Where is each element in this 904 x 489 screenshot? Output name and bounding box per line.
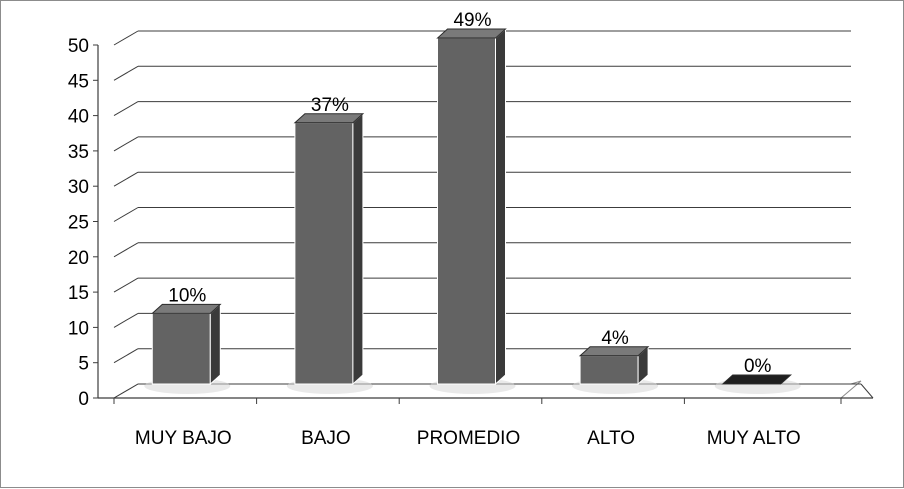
y-tick-label: 5 [78,354,89,375]
x-tick-label: MUY BAJO [135,428,232,449]
data-label: 37% [311,95,349,116]
gridline-diagonal [113,30,139,46]
gridline-diagonal [113,171,139,187]
gridline-diagonal [113,65,139,81]
y-tick-label: 30 [68,177,89,198]
data-label: 0% [744,356,772,377]
x-tick-labels: MUY BAJO BAJO PROMEDIO ALTO MUY ALTO [135,428,801,449]
floor-edge [113,383,139,399]
gridline-diagonal [113,348,139,364]
y-tick-label: 20 [68,248,89,269]
y-tick-labels: 0 5 10 15 20 25 30 35 40 45 50 [68,36,89,410]
y-tick-label: 45 [68,71,89,92]
bar [714,374,801,394]
bar-top [578,346,650,357]
x-tick-label: MUY ALTO [707,428,801,449]
gridline-diagonal [113,312,139,328]
bars [144,27,801,394]
data-label: 49% [453,10,491,31]
bar [572,345,659,394]
gridline-diagonal [113,277,139,293]
y-tick-label: 10 [68,318,89,339]
y-tick-label: 25 [68,213,89,234]
bar-front [151,312,211,385]
y-tick-label: 15 [68,283,89,304]
y-tick-label: 40 [68,107,89,128]
gridline-diagonal [113,207,139,222]
data-labels: 10% 37% 49% 4% 0% [168,10,771,377]
y-tick-label: 0 [78,389,89,410]
bar-front [294,122,354,385]
bar-front [437,37,496,385]
y-tick-label: 35 [68,142,89,163]
bar [286,112,373,394]
data-label: 4% [601,328,629,349]
y-tick-label: 50 [68,36,89,57]
floor-right-edge [860,383,874,399]
bar [144,303,231,394]
bar-top [721,374,793,385]
bar-top [436,28,507,39]
x-tick-label: PROMEDIO [417,428,520,449]
bar-top [150,303,222,314]
bar-top [293,113,365,124]
data-label: 10% [168,285,206,306]
axes [93,44,873,404]
bar-front [579,355,639,385]
bar [429,27,516,394]
bar-side [209,303,221,386]
bar-side [352,112,364,386]
x-tick-label: BAJO [301,428,351,449]
gridline-diagonal [113,136,139,152]
bar-side [495,27,506,386]
x-tick-label: ALTO [587,428,635,449]
gridline-diagonal [113,101,139,117]
gridline-diagonal [113,242,139,258]
